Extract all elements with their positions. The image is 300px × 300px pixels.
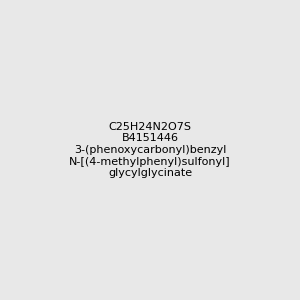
Text: C25H24N2O7S
B4151446
3-(phenoxycarbonyl)benzyl
N-[(4-methylphenyl)sulfonyl]
glyc: C25H24N2O7S B4151446 3-(phenoxycarbonyl)… <box>69 122 231 178</box>
